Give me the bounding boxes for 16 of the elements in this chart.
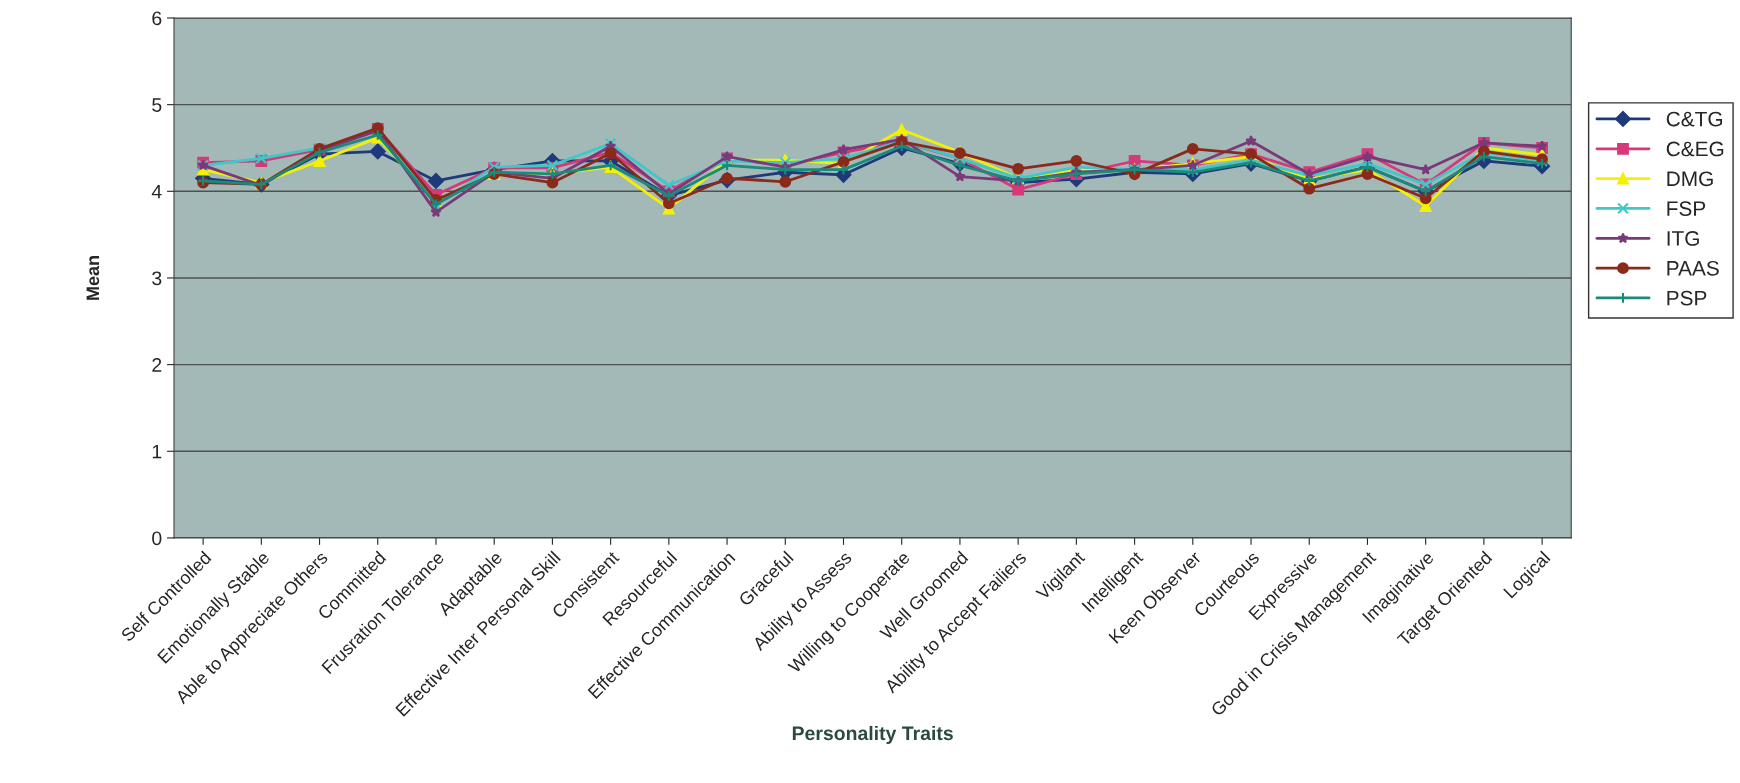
y-tick-label: 4 [151,184,162,199]
y-tick-label: 5 [152,98,162,112]
legend-label: DMG [1667,171,1713,187]
legend-label: PSP [1667,290,1707,306]
y-tick-label: 2 [152,358,162,372]
legend-label: FSP [1667,201,1706,216]
y-axis-title: Mean [86,256,100,300]
legend-label: C&EG [1666,141,1724,157]
y-tick-label: 1 [152,444,162,459]
y-tick-label: 3 [152,271,162,286]
legend-label: PAAS [1667,260,1719,276]
y-tick-label: 0 [152,531,162,546]
x-axis-title: Personality Traits [792,725,953,745]
legend-label: C&TG [1666,111,1723,127]
legend-label: ITG [1667,231,1699,246]
y-tick-label: 6 [152,11,162,26]
